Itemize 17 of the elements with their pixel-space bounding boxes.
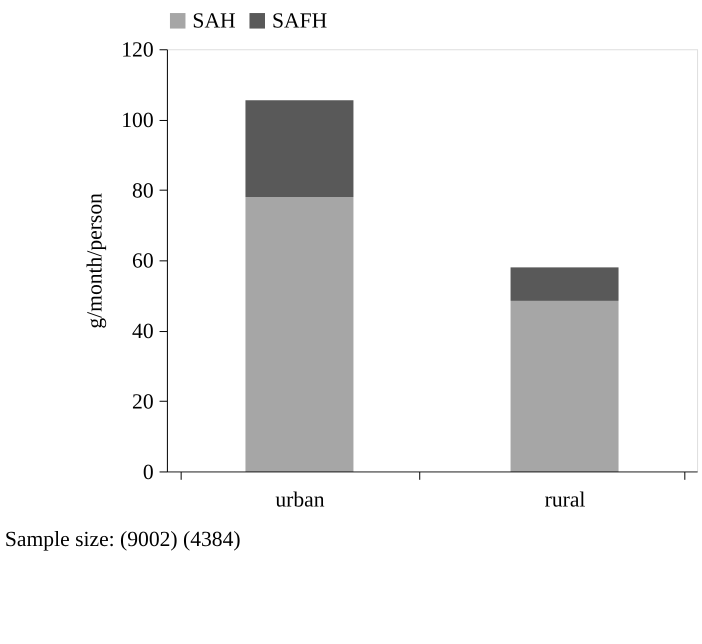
y-tick-label: 0 (142, 460, 154, 484)
y-axis-title: g/month/person (82, 192, 107, 329)
bar (245, 100, 354, 198)
y-tick-label: 40 (132, 319, 154, 344)
y-tick-label: 100 (121, 108, 154, 132)
x-tick-label: rural (544, 487, 586, 512)
legend-label: SAH (192, 8, 236, 33)
bar (510, 267, 619, 301)
y-tick-label: 20 (132, 389, 154, 414)
bar (245, 197, 354, 472)
bar (510, 300, 619, 472)
x-tick-label: urban (275, 487, 325, 512)
y-tick-label: 120 (121, 38, 154, 62)
y-tick-label: 80 (132, 178, 154, 202)
y-tick-label: 60 (132, 248, 154, 273)
legend-label: SAFH (272, 8, 328, 33)
text: Sample size: (9002) (4384) (4, 527, 241, 552)
